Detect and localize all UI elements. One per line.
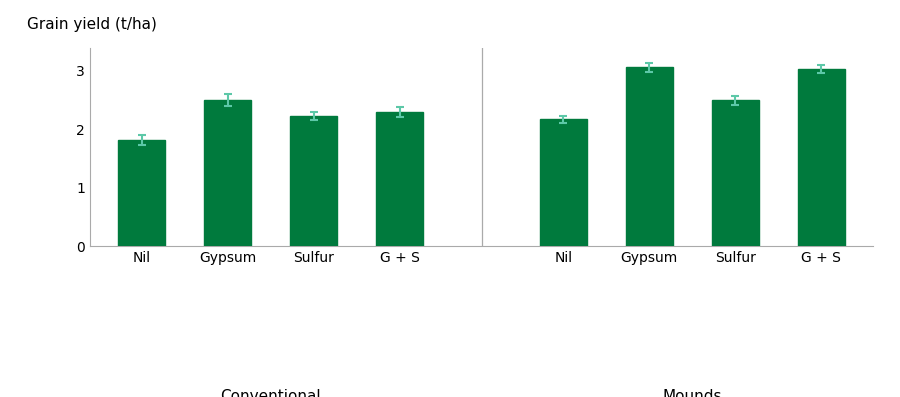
Bar: [626, 67, 673, 246]
Bar: [118, 140, 166, 246]
Bar: [204, 100, 251, 246]
Bar: [712, 100, 759, 246]
Bar: [540, 119, 587, 246]
Bar: [797, 69, 845, 246]
Text: Grain yield (t/ha): Grain yield (t/ha): [27, 17, 158, 32]
Bar: [376, 112, 423, 246]
Text: Mounds: Mounds: [662, 389, 722, 397]
Bar: [290, 116, 338, 246]
Text: Conventional: Conventional: [220, 389, 321, 397]
